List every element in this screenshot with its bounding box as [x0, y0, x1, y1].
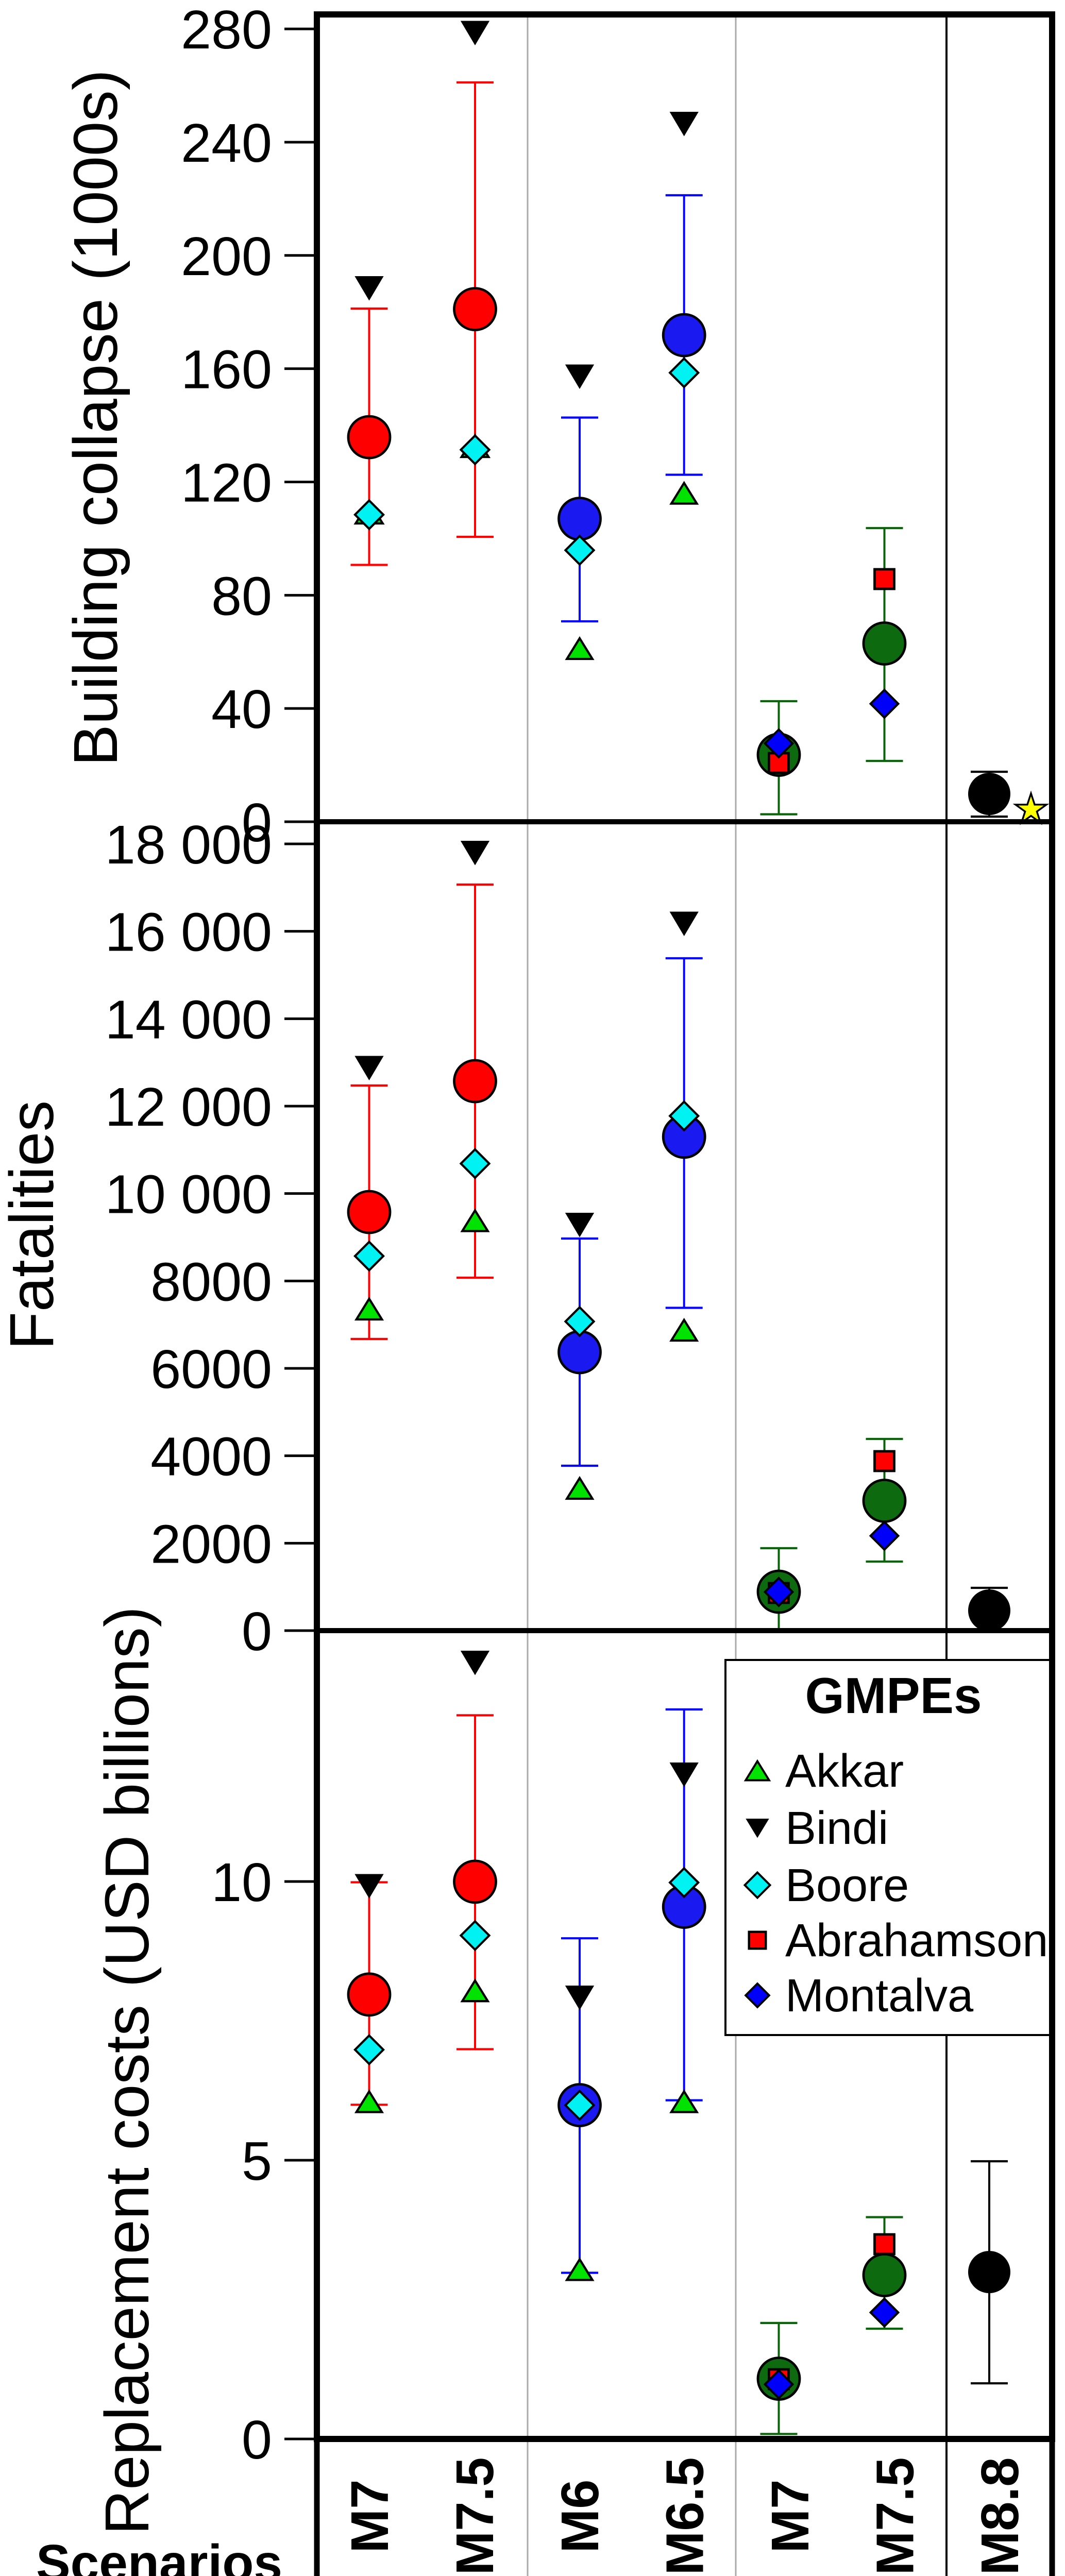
svg-text:GMPEs: GMPEs	[805, 1667, 982, 1724]
svg-text:M6: M6	[550, 2479, 610, 2553]
svg-text:Scenarios: Scenarios	[36, 2534, 282, 2576]
svg-text:18 000: 18 000	[105, 815, 272, 875]
svg-text:10 000: 10 000	[105, 1164, 272, 1225]
svg-text:280: 280	[181, 0, 272, 60]
svg-text:M6.5: M6.5	[655, 2458, 715, 2575]
svg-text:Replacement costs (USD billion: Replacement costs (USD billions)	[92, 1606, 162, 2535]
svg-text:M8.8: M8.8	[970, 2458, 1029, 2575]
svg-text:Bindi: Bindi	[785, 1803, 888, 1854]
svg-text:0: 0	[242, 1601, 272, 1662]
svg-text:40: 40	[211, 679, 272, 740]
svg-text:160: 160	[181, 340, 272, 400]
svg-text:Montalva: Montalva	[785, 1970, 974, 2022]
svg-text:Akkar: Akkar	[785, 1745, 904, 1797]
svg-text:80: 80	[211, 566, 272, 626]
svg-text:10: 10	[211, 1852, 272, 1913]
svg-text:Building collapse (1000s): Building collapse (1000s)	[60, 70, 130, 766]
svg-text:4000: 4000	[150, 1427, 272, 1487]
svg-text:200: 200	[181, 226, 272, 287]
svg-text:16 000: 16 000	[105, 902, 272, 963]
svg-text:M7: M7	[340, 2479, 399, 2553]
svg-text:M7.5: M7.5	[866, 2458, 925, 2575]
svg-text:240: 240	[181, 113, 272, 174]
svg-text:Abrahamson: Abrahamson	[785, 1915, 1048, 1967]
svg-text:120: 120	[181, 452, 272, 513]
svg-text:Fatalities: Fatalities	[0, 1100, 66, 1350]
svg-text:14 000: 14 000	[105, 989, 272, 1050]
svg-text:12 000: 12 000	[105, 1077, 272, 1138]
svg-text:6000: 6000	[150, 1339, 272, 1400]
svg-text:Boore: Boore	[785, 1860, 909, 1911]
svg-text:5: 5	[242, 2131, 272, 2192]
svg-text:M7: M7	[760, 2479, 820, 2553]
svg-text:0: 0	[242, 2410, 272, 2470]
svg-text:8000: 8000	[150, 1251, 272, 1312]
svg-text:M7.5: M7.5	[445, 2458, 504, 2575]
svg-text:0: 0	[242, 792, 272, 853]
svg-text:2000: 2000	[150, 1514, 272, 1574]
